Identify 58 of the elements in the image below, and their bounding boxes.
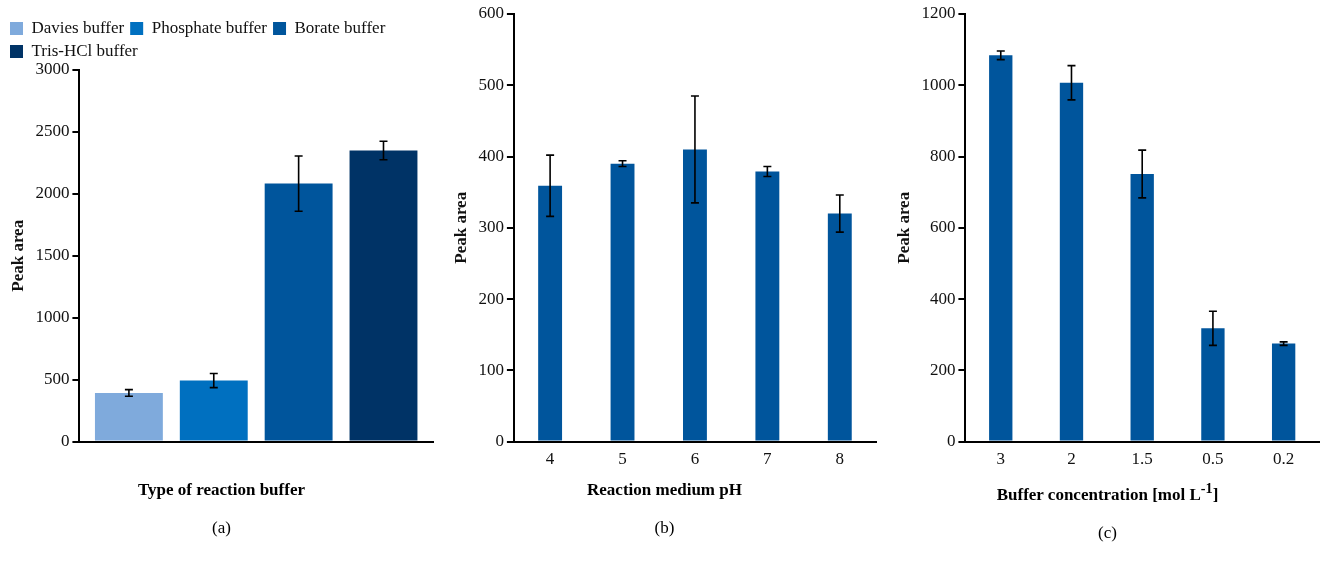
text: (c) [1097, 522, 1118, 543]
y-tick-label: 0 [495, 431, 504, 451]
y-axis-title: Peak area [893, 191, 913, 264]
y-tick-label: 300 [478, 217, 504, 237]
y-tick-label: 200 [478, 288, 504, 308]
x-tick-label: 2 [1067, 449, 1076, 469]
legend-label: Borate buffer [294, 17, 386, 37]
y-tick-label: 1000 [921, 74, 956, 94]
bar [755, 171, 780, 441]
y-tick-label: 2500 [35, 121, 70, 141]
x-tick-label: 1.5 [1131, 449, 1153, 469]
y-tick-label: 100 [478, 359, 504, 379]
bar [179, 380, 248, 441]
y-tick-label: 500 [478, 74, 504, 94]
text: (a) [211, 518, 232, 538]
bar [1201, 328, 1225, 441]
bar [1059, 82, 1084, 441]
legend-label: Davies buffer [31, 17, 125, 37]
x-axis-title: Reaction medium pH [586, 480, 743, 500]
x-tick-label: 4 [545, 449, 555, 469]
y-tick-label: 400 [929, 288, 956, 308]
y-tick-label: 600 [929, 217, 956, 237]
x-axis-title: Buffer concentration [mol L$^{-1}$] [995, 480, 1220, 505]
y-tick-label: 800 [929, 146, 956, 165]
legend-label: Tris-HCl buffer [31, 40, 139, 60]
y-tick-label: 0 [946, 431, 956, 451]
y-tick-label: 600 [478, 3, 504, 23]
y-tick-label: 3000 [35, 59, 70, 79]
bar [94, 392, 163, 441]
y-tick-label: 0 [60, 431, 70, 451]
y-tick-label: 1000 [35, 307, 70, 327]
y-axis-title: Peak area [450, 191, 470, 264]
bar [538, 185, 563, 441]
y-tick-label: 500 [43, 369, 70, 389]
x-tick-label: 8 [835, 449, 845, 469]
x-tick-label: 6 [690, 449, 700, 469]
x-tick-label: 7 [763, 449, 773, 469]
legend-label: Phosphate buffer [151, 17, 268, 37]
bar [610, 163, 635, 441]
x-tick-label: 5 [618, 449, 627, 469]
y-tick-label: 400 [478, 146, 504, 165]
bar [349, 150, 418, 441]
bar [1130, 173, 1154, 441]
y-tick-label: 1500 [35, 245, 70, 265]
bar [264, 183, 333, 441]
y-tick-label: 2000 [35, 183, 70, 203]
x-axis-title: Type of reaction buffer [137, 480, 306, 500]
text: (b) [653, 518, 676, 538]
bar [989, 55, 1013, 441]
bar [827, 213, 852, 441]
x-tick-label: 0.2 [1273, 449, 1295, 469]
bar [683, 149, 707, 441]
y-tick-label: 1200 [921, 3, 956, 23]
y-tick-label: 200 [929, 359, 956, 379]
bar [1271, 343, 1296, 441]
x-tick-label: 3 [996, 449, 1006, 469]
y-axis-title: Peak area [7, 219, 27, 292]
x-tick-label: 0.5 [1202, 449, 1224, 469]
